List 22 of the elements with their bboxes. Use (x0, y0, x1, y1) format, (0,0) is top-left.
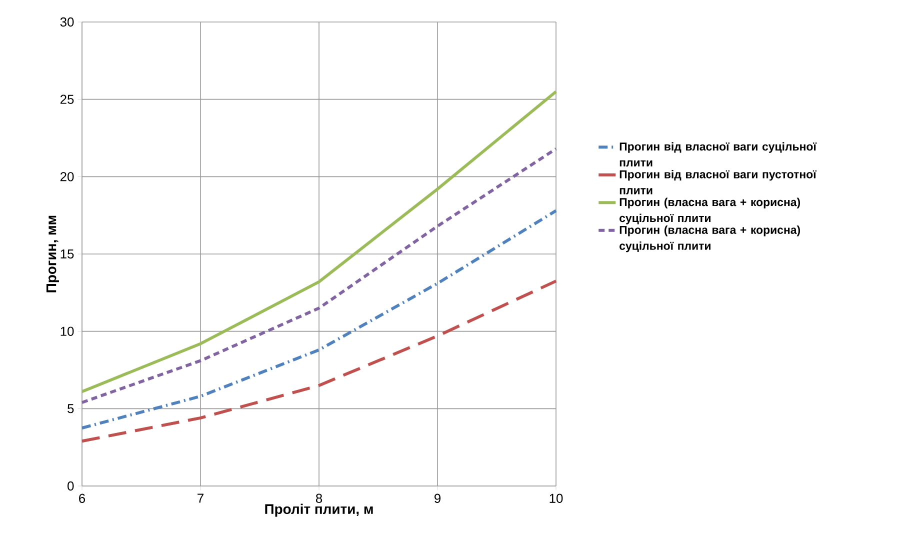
legend-label: Прогин (власна вага + корисна) суцільної плити (620, 198, 800, 224)
y-tick-label: 0 (68, 481, 74, 491)
line-series (80, 280, 558, 443)
x-tick-label: 6 (79, 494, 86, 503)
y-tick-label: 25 (60, 94, 74, 104)
x-tick-label: 9 (434, 494, 440, 503)
y-tick-label: 5 (68, 404, 74, 414)
legend-label: Прогин від власної ваги пустотної плити (620, 170, 817, 194)
line-series (80, 209, 558, 430)
y-axis-title: Прогин, мм (46, 216, 59, 292)
line-series (80, 90, 558, 394)
y-tick-label: 15 (60, 249, 74, 259)
legend-label: Прогин (власна вага + корисна) суцільної плити (620, 226, 800, 252)
x-tick-label: 8 (316, 494, 322, 503)
x-tick-label: 10 (550, 494, 563, 503)
legend-label: Прогин від власної ваги суцільної плити (620, 142, 817, 167)
x-axis-title: Проліт плити, м (265, 504, 373, 517)
line-series (80, 147, 558, 404)
x-tick-label: 7 (198, 494, 204, 503)
y-tick-label: 30 (60, 17, 74, 27)
y-tick-label: 10 (60, 326, 74, 336)
y-tick-label: 20 (60, 172, 74, 182)
